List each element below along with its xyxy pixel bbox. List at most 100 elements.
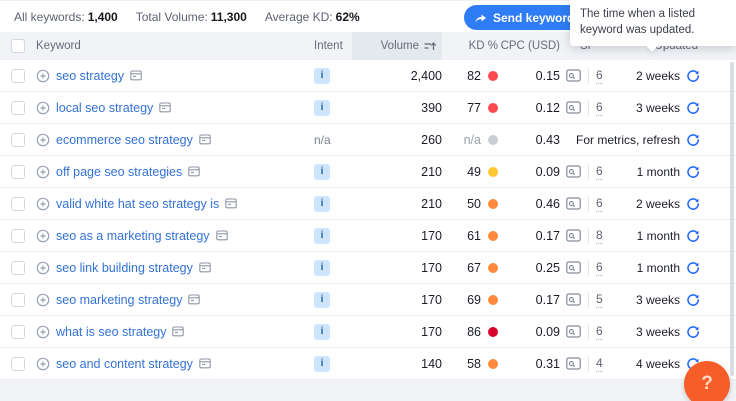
row-checkbox[interactable] (11, 228, 25, 243)
add-keyword-icon[interactable] (36, 101, 50, 115)
keyword-link[interactable]: valid white hat seo strategy is (56, 196, 220, 211)
add-keyword-icon[interactable] (36, 325, 50, 339)
intent-badge[interactable]: i (314, 227, 330, 244)
serp-preview-icon[interactable] (188, 294, 201, 305)
serp-preview-icon[interactable] (215, 230, 228, 241)
keyword-link[interactable]: seo as a marketing strategy (56, 228, 210, 243)
add-keyword-icon[interactable] (36, 261, 50, 275)
row-checkbox[interactable] (11, 100, 25, 115)
refresh-icon[interactable] (686, 165, 700, 179)
kd-value: n/a (463, 132, 481, 147)
add-keyword-icon[interactable] (36, 293, 50, 307)
serp-features-icon[interactable] (566, 325, 581, 338)
serp-features-icon[interactable] (566, 293, 581, 306)
row-checkbox[interactable] (11, 68, 25, 83)
refresh-icon[interactable] (686, 69, 700, 83)
column-header-volume[interactable]: Volume (352, 32, 442, 60)
intent-badge[interactable]: i (314, 99, 330, 116)
sf-divider (588, 323, 589, 340)
row-checkbox[interactable] (11, 292, 25, 307)
add-keyword-icon[interactable] (36, 229, 50, 243)
serp-preview-icon[interactable] (199, 134, 211, 145)
serp-features-icon[interactable] (566, 357, 581, 370)
cpc-cell: 0.17 (535, 228, 560, 243)
row-checkbox[interactable] (11, 324, 25, 339)
serp-preview-icon[interactable] (199, 262, 211, 273)
serp-preview-icon[interactable] (199, 358, 211, 369)
sf-count[interactable]: 6 (596, 195, 603, 212)
updated-cell: 1 month (616, 220, 736, 251)
keyword-link[interactable]: seo link building strategy (56, 260, 193, 275)
add-keyword-icon[interactable] (36, 357, 50, 371)
serp-preview-icon[interactable] (159, 102, 172, 113)
sf-cell: 6 (562, 156, 616, 187)
updated-text: For metrics, refresh (575, 132, 680, 147)
serp-preview-icon[interactable] (225, 198, 238, 209)
keyword-link[interactable]: seo marketing strategy (56, 292, 183, 307)
column-header-cpc[interactable]: CPC (USD) (500, 40, 560, 52)
keyword-link[interactable]: off page seo strategies (56, 164, 183, 179)
serp-features-icon[interactable] (566, 69, 581, 82)
refresh-icon[interactable] (686, 101, 700, 115)
tooltip-text: The time when a listed keyword was updat… (580, 8, 696, 36)
vertical-scrollbar[interactable] (730, 62, 734, 376)
sf-count[interactable]: 6 (596, 259, 603, 276)
kd-value: 67 (467, 260, 481, 275)
row-checkbox[interactable] (11, 132, 25, 147)
serp-preview-icon[interactable] (172, 326, 185, 337)
intent-badge[interactable]: i (314, 195, 330, 212)
cpc-cell: 0.25 (535, 260, 560, 275)
serp-preview-icon[interactable] (188, 166, 200, 177)
sf-count[interactable]: 5 (596, 291, 603, 308)
intent-badge[interactable]: i (314, 291, 330, 308)
refresh-icon[interactable] (686, 197, 700, 211)
refresh-icon[interactable] (686, 325, 700, 339)
sf-divider (588, 163, 589, 180)
sf-count[interactable]: 6 (596, 163, 603, 180)
kd-value: 69 (467, 292, 481, 307)
sf-count[interactable]: 4 (596, 355, 603, 372)
sf-count[interactable]: 6 (596, 99, 603, 116)
add-keyword-icon[interactable] (36, 197, 50, 211)
keyword-link[interactable]: local seo strategy (56, 100, 154, 115)
serp-features-icon[interactable] (566, 101, 581, 114)
intent-badge[interactable]: i (314, 355, 330, 372)
intent-na-text: n/a (314, 132, 331, 147)
keyword-link[interactable]: ecommerce seo strategy (56, 132, 193, 147)
intent-badge[interactable]: i (314, 67, 330, 84)
refresh-icon[interactable] (686, 261, 700, 275)
serp-features-icon[interactable] (566, 229, 581, 242)
refresh-icon[interactable] (686, 293, 700, 307)
row-checkbox[interactable] (11, 196, 25, 211)
serp-features-icon[interactable] (566, 165, 581, 178)
serp-features-icon[interactable] (566, 261, 581, 274)
add-keyword-icon[interactable] (36, 165, 50, 179)
column-header-kd[interactable]: KD % (468, 40, 498, 52)
intent-badge[interactable]: i (314, 163, 330, 180)
sf-count[interactable]: 8 (596, 227, 603, 244)
sf-count[interactable]: 6 (596, 67, 603, 84)
help-button[interactable]: ? (684, 361, 730, 401)
keyword-link[interactable]: seo and content strategy (56, 356, 193, 371)
serp-features-icon[interactable] (566, 197, 581, 210)
row-checkbox[interactable] (11, 164, 25, 179)
select-all-checkbox[interactable] (11, 39, 25, 53)
serp-preview-icon[interactable] (130, 70, 142, 81)
keyword-link[interactable]: what is seo strategy (56, 324, 167, 339)
add-keyword-icon[interactable] (36, 69, 50, 83)
updated-text: 4 weeks (635, 356, 680, 371)
table-row: seo and content strategy i 140 58 0.31 4… (0, 348, 736, 380)
intent-badge[interactable]: i (314, 259, 330, 276)
add-keyword-icon[interactable] (36, 133, 50, 147)
intent-badge[interactable]: i (314, 323, 330, 340)
kd-value: 49 (467, 164, 481, 179)
keyword-link[interactable]: seo strategy (56, 68, 125, 83)
kd-dot (488, 358, 498, 369)
refresh-icon[interactable] (686, 133, 700, 147)
volume-cell: 260 (421, 132, 442, 147)
sf-count[interactable]: 6 (596, 323, 603, 340)
row-checkbox[interactable] (11, 260, 25, 275)
row-checkbox[interactable] (11, 356, 25, 371)
refresh-icon[interactable] (686, 229, 700, 243)
